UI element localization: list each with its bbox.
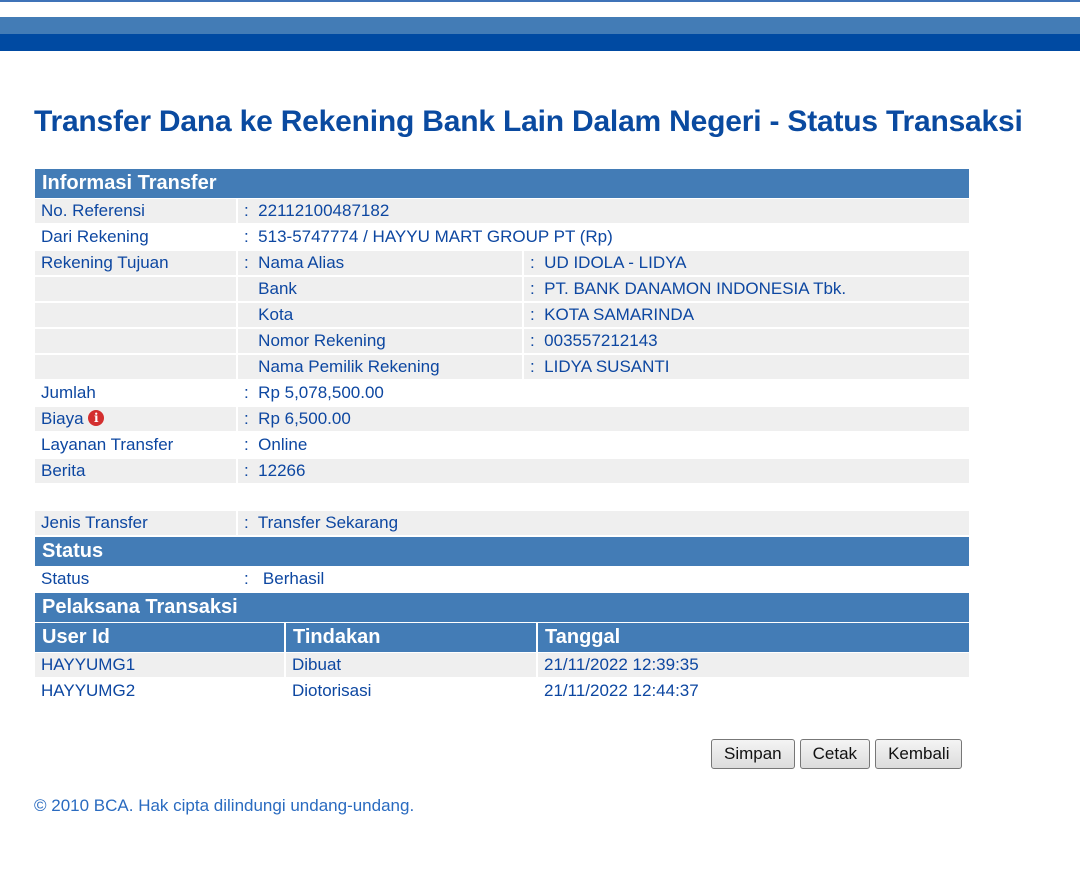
info-icon[interactable]: i: [88, 410, 105, 426]
simpan-button[interactable]: Simpan: [711, 739, 795, 769]
header-band: [0, 17, 1080, 34]
row-nama-pemilik: Nama Pemilik Rekening: LIDYA SUSANTI: [35, 355, 969, 379]
table-row: HAYYUMG1 Dibuat 21/11/2022 12:39:35: [35, 653, 969, 677]
row-jenis-transfer: Jenis Transfer: Transfer Sekarang: [35, 511, 969, 535]
row-jumlah: Jumlah: Rp 5,078,500.00: [41, 383, 384, 402]
kembali-button[interactable]: Kembali: [875, 739, 963, 769]
pelaksana-columns: User Id Tindakan Tanggal: [35, 623, 969, 652]
row-layanan: Layanan Transfer: Online: [41, 435, 308, 454]
action-buttons: Simpan Cetak Kembali: [711, 739, 963, 769]
cetak-button[interactable]: Cetak: [799, 739, 871, 769]
footer-copyright: © 2010 BCA. Hak cipta dilindungi undang-…: [34, 796, 415, 815]
table-row: HAYYUMG2 Diotorisasi 21/11/2022 12:44:37: [41, 681, 699, 700]
section-header-pelaksana: Pelaksana Transaksi: [35, 593, 969, 622]
row-status: Status: Berhasil: [41, 569, 325, 588]
row-rekening-tujuan: Rekening Tujuan: Nama Alias: UD IDOLA - …: [35, 251, 969, 275]
section-header-info: Informasi Transfer: [35, 169, 969, 198]
transfer-info-table: Informasi Transfer No. Referensi: 221121…: [35, 169, 969, 705]
row-nomor-rekening: Nomor Rekening: 003557212143: [35, 329, 969, 353]
row-no-referensi: No. Referensi: 22112100487182: [35, 199, 969, 223]
section-header-status: Status: [35, 537, 969, 566]
top-border: [0, 0, 1080, 2]
row-biaya: Biaya i: Rp 6,500.00: [35, 407, 969, 431]
row-dari-rekening: Dari Rekening: 513-5747774 / HAYYU MART …: [41, 227, 613, 246]
row-kota: Kota: KOTA SAMARINDA: [35, 303, 969, 327]
row-berita: Berita: 12266: [35, 459, 969, 483]
page-title: Transfer Dana ke Rekening Bank Lain Dala…: [34, 105, 1023, 138]
header-band-dark: [0, 34, 1080, 51]
row-bank: Bank: PT. BANK DANAMON INDONESIA Tbk.: [35, 277, 969, 301]
